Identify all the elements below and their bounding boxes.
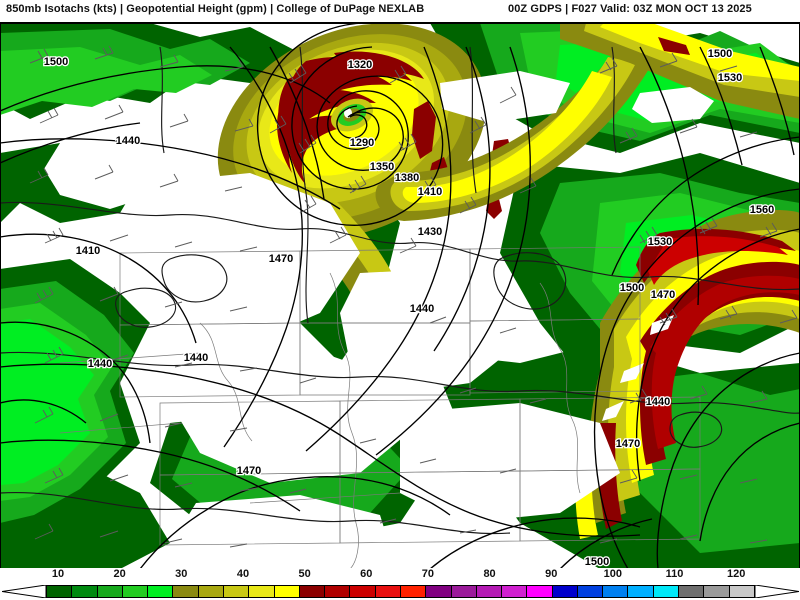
contour-label: 1500 [585, 556, 609, 568]
colorbar-segment [223, 586, 250, 597]
colorbar-segment [552, 586, 578, 597]
contour-label: 1410 [76, 245, 100, 257]
map-canvas[interactable]: 1500 1440 1410 1470 1440 1440 1320 1290 1350 1380… [0, 22, 800, 569]
colorbar-segment [476, 586, 503, 597]
colorbar-segment [603, 586, 629, 597]
contour-label: 1430 [418, 226, 442, 238]
contour-label: 1470 [616, 438, 640, 450]
contour-label: 1440 [184, 352, 208, 364]
contour-label: 1320 [348, 59, 372, 71]
contour-label: 1440 [410, 303, 434, 315]
colorbar-segment [502, 586, 528, 597]
state-boundaries [0, 46, 800, 535]
colorbar-segment [375, 586, 401, 597]
colorbar-segment [729, 586, 754, 597]
colorbar-segment [122, 586, 149, 597]
contour-label: 1530 [648, 236, 672, 248]
colorbar-segment [527, 586, 553, 597]
colorbar-tick: 120 [726, 568, 746, 580]
geography-outlines [59, 246, 701, 569]
contour-label: 1440 [88, 358, 112, 370]
colorbar-segment [350, 586, 376, 597]
colorbar-tick: 70 [421, 568, 435, 580]
colorbar-segment [299, 586, 326, 597]
contour-label: 1350 [370, 161, 394, 173]
colorbar-segment [249, 586, 275, 597]
contour-label: 1470 [237, 465, 261, 477]
colorbar-tick: 90 [545, 568, 558, 580]
colorbar-tick: 40 [236, 568, 250, 580]
contour-label: 1500 [708, 48, 732, 60]
contour-label: 1410 [418, 186, 442, 198]
colorbar-segment [97, 586, 123, 597]
colorbar-segment [325, 586, 351, 597]
contour-label: 1290 [350, 137, 374, 149]
height-contours [0, 23, 800, 569]
colorbar-segment [72, 586, 98, 597]
colorbar-segment [198, 586, 224, 597]
colorbar-strip [46, 585, 755, 598]
colorbar-arrow-left [2, 585, 46, 598]
colorbar-tick: 50 [298, 568, 311, 580]
contour-label: 1560 [750, 204, 774, 216]
contour-labels: 1500 1440 1410 1470 1440 1440 1320 1290 13501380… [42, 47, 775, 569]
wind-barbs [29, 45, 798, 548]
colorbar-tick: 100 [603, 568, 623, 580]
map-graphic: 1500 1440 1410 1470 1440 1440 1320 1290 13501380… [0, 23, 800, 569]
colorbar: 10 20 30 40 50 60 70 80 90 100 110 120 [0, 568, 800, 600]
isotach-upper-right-band [560, 23, 800, 119]
colorbar-segment [47, 586, 73, 597]
colorbar-segment [148, 586, 174, 597]
colorbar-segment [653, 586, 680, 597]
contour-label: 1530 [718, 72, 742, 84]
colorbar-tick: 20 [113, 568, 126, 580]
contour-label: 1380 [395, 172, 419, 184]
colorbar-arrow-right [755, 585, 799, 598]
colorbar-tick: 60 [360, 568, 373, 580]
colorbar-tick: 10 [51, 568, 65, 580]
colorbar-tick: 30 [175, 568, 188, 580]
colorbar-segment [426, 586, 452, 597]
header-model-valid-time: 00Z GDPS | F027 Valid: 03Z MON OCT 13 20… [508, 3, 752, 15]
colorbar-tick: 80 [483, 568, 496, 580]
colorbar-segment [577, 586, 604, 597]
colorbar-segment [274, 586, 300, 597]
colorbar-segment [400, 586, 427, 597]
contour-label: 1440 [646, 396, 670, 408]
colorbar-segment [173, 586, 199, 597]
colorbar-segment [704, 586, 730, 597]
contour-label: 1470 [651, 289, 675, 301]
colorbar-tick-labels: 10 20 30 40 50 60 70 80 90 100 110 120 [0, 568, 800, 582]
colorbar-segment [628, 586, 654, 597]
contour-label: 1500 [44, 56, 68, 68]
contour-label: 1440 [116, 135, 140, 147]
colorbar-tick: 110 [665, 568, 684, 580]
header-product-title: 850mb Isotachs (kts) | Geopotential Heig… [6, 3, 425, 15]
contour-label: 1470 [269, 253, 293, 265]
contour-label: 1500 [620, 282, 644, 294]
colorbar-segment [679, 586, 705, 597]
colorbar-segment [451, 586, 477, 597]
map-header: 850mb Isotachs (kts) | Geopotential Heig… [0, 0, 800, 22]
